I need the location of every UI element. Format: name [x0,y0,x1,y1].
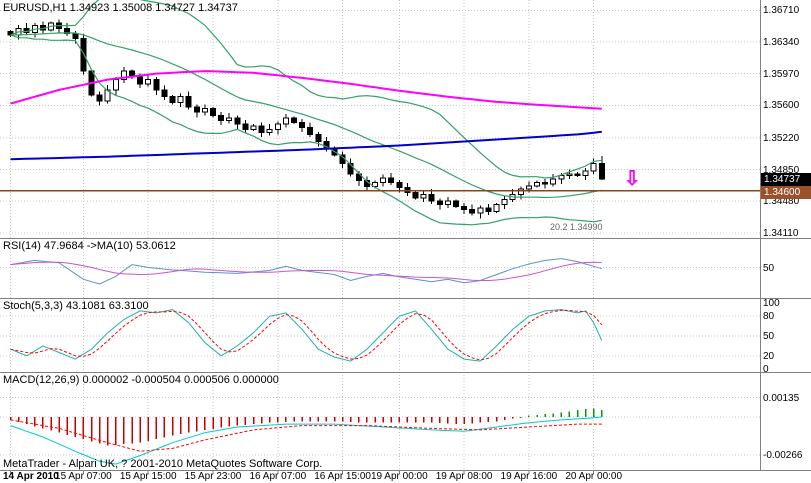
stoch-axis-label: 100 [763,298,780,309]
stoch-axis-label: 50 [763,331,775,342]
price-axis-label: 1.34850 [763,164,800,176]
time-axis-label: 16 Apr 07:00 [249,471,307,482]
price-axis-label: 1.35600 [763,100,800,112]
main-chart-panel[interactable] [0,0,760,238]
time-axis-label: 16 Apr 15:00 [314,471,371,482]
chart-title: EURUSD,H1 1.34923 1.35008 1.34727 1.3473… [3,2,238,14]
current-price-badge: 1.34737 [761,173,811,187]
time-axis-label: 19 Apr 00:00 [370,471,428,482]
time-axis-label: 15 Apr 15:00 [119,471,177,482]
time-axis-label: 20 Apr 00:00 [565,471,623,482]
time-axis-label: 15 Apr 07:00 [55,471,112,482]
chart-object-label: 20.2 1.34990 [550,222,603,232]
price-axis-label: 1.34480 [763,196,800,208]
stoch-axis-label: 0 [763,364,769,375]
hline-price-badge: 1.34600 [761,185,811,199]
price-axis-label: 1.35220 [763,132,800,144]
rsi-indicator-label: RSI(14) 47.9684 ->MA(10) 53.0612 [3,240,176,252]
macd-axis-label: 0.00135 [763,392,800,404]
macd-axis-label: -0.00266 [763,450,803,461]
time-axis-label: 19 Apr 16:00 [500,471,558,482]
price-axis-label: 1.36710 [763,5,800,17]
time-axis-label: 19 Apr 08:00 [435,471,493,482]
copyright-text: MetaTrader - Alpari UK, ? 2001-2010 Meta… [3,458,323,470]
down-arrow-icon[interactable]: ⇩ [623,167,641,190]
time-axis-label: 15 Apr 23:00 [184,471,242,482]
stoch-axis-label: 80 [763,311,775,323]
stoch-indicator-label: Stoch(5,3,3) 43.1081 63.3100 [3,300,149,312]
price-axis-label: 1.34110 [763,227,799,239]
stoch-axis-label: 20 [763,350,775,362]
rsi-axis-label: 50 [763,262,775,274]
macd-panel[interactable] [0,372,760,470]
time-axis-label: 14 Apr 2010 [3,471,59,482]
price-axis-label: 1.36340 [763,36,800,48]
price-axis-label: 1.35970 [763,68,800,80]
macd-indicator-label: MACD(12,26,9) 0.000002 -0.000504 0.00050… [3,374,279,386]
